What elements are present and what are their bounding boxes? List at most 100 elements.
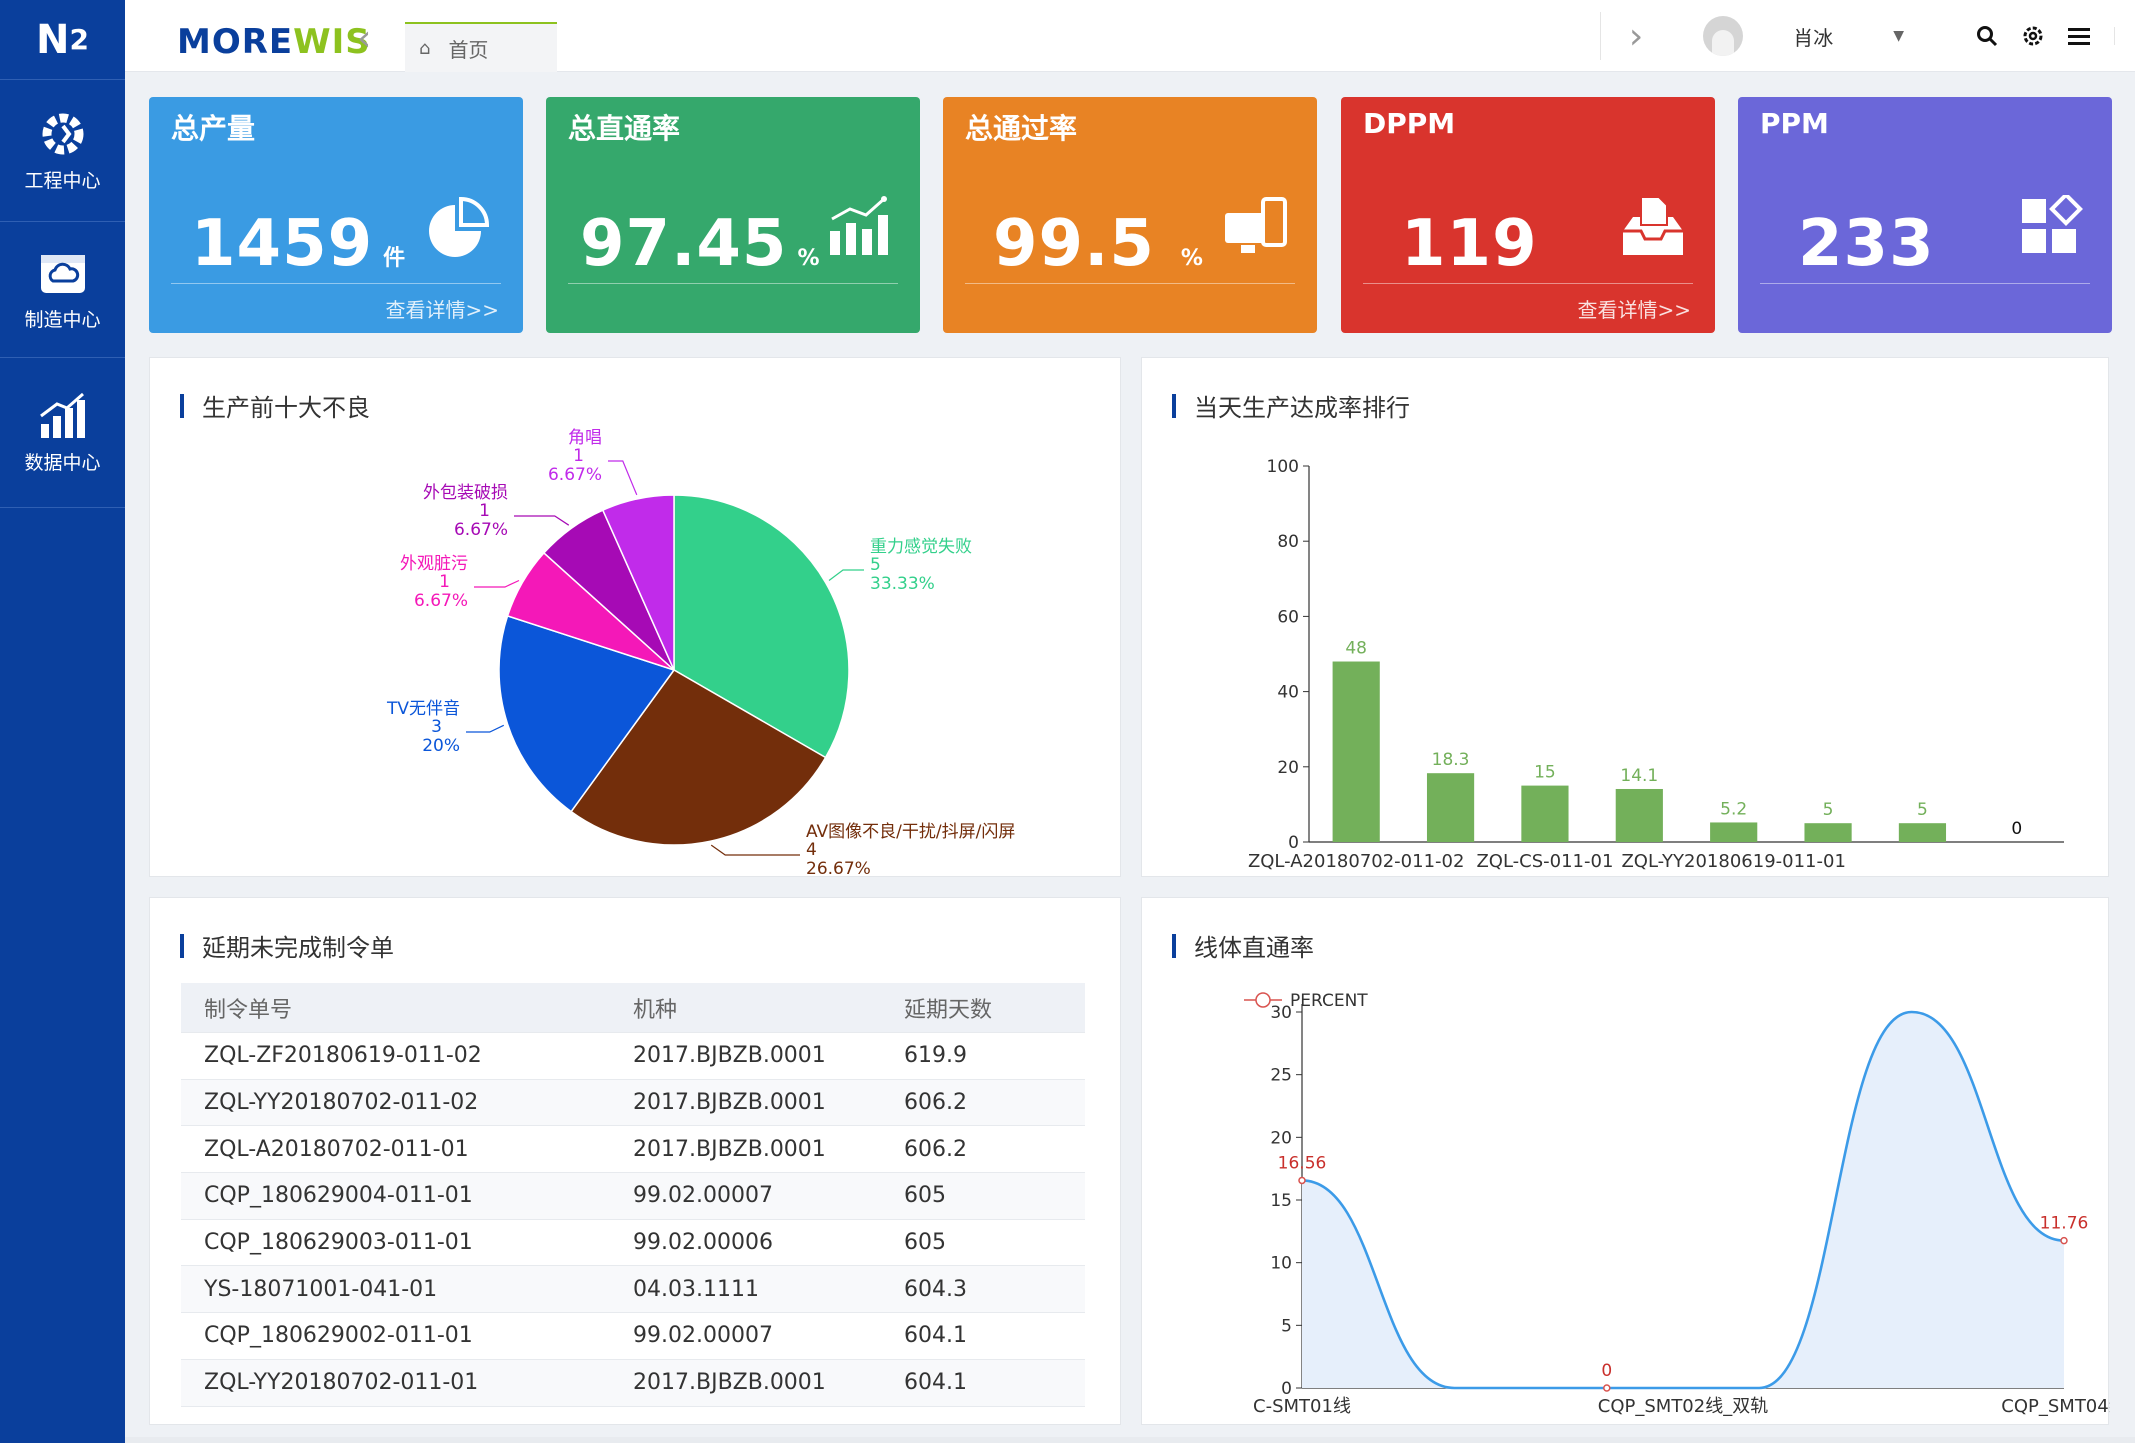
chevron-right-icon[interactable]: ›: [1628, 15, 1644, 57]
pie-label-value: 1: [479, 501, 490, 521]
menu-icon[interactable]: [2066, 23, 2092, 49]
pie-label-percent: 20%: [422, 736, 460, 756]
tab-home[interactable]: ⌂ 首页: [405, 22, 557, 72]
y-tick-label: 40: [1277, 683, 1299, 703]
table-row[interactable]: CQP_180629002-011-01 99.02.00007 604.1: [181, 1313, 1085, 1360]
table-row[interactable]: ZQL-A20180702-011-01 2017.BJBZB.0001 606.2: [181, 1126, 1085, 1174]
x-tick-label: ZQL-CS-011-01: [1476, 851, 1613, 872]
bar: [1615, 788, 1663, 842]
pie-label-name: 重力感觉失败: [870, 537, 972, 557]
settings-icon[interactable]: [2020, 23, 2046, 49]
devices-icon: [1223, 195, 1289, 263]
bar: [1426, 773, 1475, 842]
x-tick-label: CQP_SMT02线_双轨: [1598, 1396, 1768, 1417]
card-title: DPPM: [1363, 107, 1456, 140]
pie-slice: [673, 494, 850, 759]
bar-chart-icon: [39, 392, 85, 438]
chevron-down-icon[interactable]: ▼: [1893, 28, 1904, 44]
sidebar-item-label: 数据中心: [24, 452, 101, 474]
table-cell: 99.02.00007: [633, 1183, 773, 1209]
panel-achievement-ranking: 当天生产达成率排行 0 20 40 60 80 100 48 ZQL-A20180702-01…: [1141, 357, 2109, 877]
sidebar-item-engineering[interactable]: 工程中心: [0, 80, 125, 222]
top-right-tools: › 肖冰 ▼: [1599, 0, 2135, 72]
panel-top-defects: 生产前十大不良 重力感觉失败 5 33.33% AV图像不良/干扰/抖屏/闪屏 4 26.…: [149, 357, 1121, 878]
table-row[interactable]: ZQL-ZF20180619-011-02 2017.BJBZB.0001 619.…: [181, 1033, 1085, 1080]
pie-label-percent: 6.67%: [414, 591, 468, 611]
divider: [568, 283, 898, 284]
y-tick-label: 20: [1277, 758, 1299, 778]
card-value: 97.45%: [580, 207, 821, 281]
legend-marker: [1255, 992, 1271, 1008]
bar-value-label: 18.3: [1432, 750, 1470, 770]
data-point: [1603, 1384, 1611, 1392]
table-row[interactable]: CQP_180629004-011-01 99.02.00007 605: [181, 1173, 1085, 1220]
kpi-card-first-pass-yield: 总直通率 97.45%: [546, 97, 920, 333]
panel-title: 当天生产达成率排行: [1172, 388, 1410, 423]
home-icon: ⌂: [419, 37, 431, 59]
avatar[interactable]: [1703, 16, 1744, 56]
sidebar-item-manufacturing[interactable]: 制造中心: [0, 222, 125, 358]
x-tick-label: CQP_SMT04线: [2001, 1396, 2110, 1417]
card-title: 总通过率: [965, 112, 1078, 145]
card-value: 119: [1401, 207, 1538, 281]
table-row[interactable]: ZQL-YY20180702-011-01 2017.BJBZB.0001 604.…: [181, 1359, 1085, 1407]
table-cell: 604.1: [904, 1370, 967, 1396]
inbox-icon: [1619, 195, 1687, 263]
y-tick-label: 60: [1277, 607, 1299, 627]
search-icon[interactable]: [1974, 23, 2000, 49]
table-body: ZQL-ZF20180619-011-02 2017.BJBZB.0001 619.…: [181, 1033, 1085, 1407]
pie-leader-line: [828, 569, 864, 581]
pie-slice: [498, 614, 676, 813]
table-row[interactable]: YS-18071001-041-01 04.03.1111 604.3: [181, 1266, 1085, 1314]
table-row[interactable]: CQP_180629003-011-01 99.02.00006 605: [181, 1220, 1085, 1267]
table-row[interactable]: ZQL-YY20180702-011-02 2017.BJBZB.0001 606.…: [181, 1079, 1085, 1127]
bar-value-label: 0: [2011, 819, 2022, 839]
x-tick-label: ZQL-YY20180619-011-01: [1621, 851, 1845, 872]
divider: [1599, 12, 1601, 60]
y-tick-label: 25: [1270, 1066, 1292, 1086]
table-cell: 605: [904, 1230, 946, 1256]
table-cell: 99.02.00007: [633, 1323, 773, 1349]
sidebar-item-data[interactable]: 数据中心: [0, 358, 125, 508]
y-tick-label: 0: [1281, 1379, 1292, 1399]
bar: [1804, 823, 1852, 842]
user-name[interactable]: 肖冰: [1793, 25, 1834, 50]
card-title: 总产量: [171, 112, 256, 145]
table-cell: 606.2: [904, 1136, 967, 1162]
bottom-bar: [125, 1437, 2135, 1443]
column-header-model[interactable]: 机种: [633, 997, 678, 1023]
column-header-order[interactable]: 制令单号: [204, 997, 293, 1023]
x-tick-label: C-SMT01线: [1253, 1396, 1351, 1417]
divider: [1760, 283, 2090, 284]
bar: [1332, 661, 1380, 842]
data-label: 16.56: [1278, 1153, 1327, 1173]
view-details-link[interactable]: 查看详情>>: [385, 298, 499, 322]
table-cell: 2017.BJBZB.0001: [633, 1043, 826, 1069]
pie-label-value: 1: [573, 446, 584, 466]
pie-label-percent: 33.33%: [870, 574, 935, 594]
table-cell: 04.03.1111: [633, 1276, 759, 1302]
table-cell: 606.2: [904, 1090, 967, 1116]
table-cell: 619.9: [904, 1043, 967, 1069]
bar-value-label: 5: [1917, 800, 1928, 820]
chevron-left-icon[interactable]: ‹: [357, 18, 372, 59]
kpi-card-total-output: 总产量 1459 件 查看详情>>: [149, 97, 523, 333]
sidebar-item-label: 制造中心: [24, 309, 101, 331]
bar: [1710, 822, 1758, 842]
pie-label-value: 1: [439, 572, 450, 592]
pie-slice: [570, 669, 827, 846]
kpi-card-ppm: PPM 233: [1738, 97, 2112, 333]
view-details-link[interactable]: 查看详情>>: [1577, 298, 1691, 322]
divider: [1363, 283, 1693, 284]
apps-icon: [2020, 192, 2084, 263]
bar-value-label: 14.1: [1620, 766, 1658, 786]
pie-leader-line: [608, 460, 638, 496]
bar-chart: 0 20 40 60 80 100 48 ZQL-A20180702-011-02 18.3 15…: [1248, 457, 2064, 872]
top-bar: MOREWIS ‹ ⌂ 首页 › 肖冰 ▼: [125, 0, 2135, 72]
bar-value-label: 5: [1823, 800, 1834, 820]
column-header-delay[interactable]: 延期天数: [904, 997, 993, 1023]
x-tick-label: ZQL-A20180702-011-02: [1248, 851, 1465, 872]
